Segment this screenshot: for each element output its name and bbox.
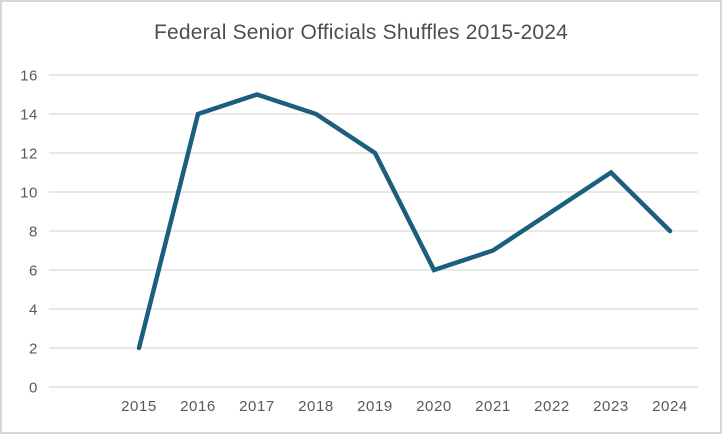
x-tick-label: 2020 — [416, 398, 452, 415]
x-tick-label: 2023 — [593, 398, 629, 415]
y-tick-label: 0 — [29, 380, 38, 397]
x-tick-label: 2017 — [239, 398, 275, 415]
y-tick-label: 14 — [20, 107, 38, 124]
y-tick-label: 10 — [20, 185, 38, 202]
x-tick-label: 2022 — [534, 398, 570, 415]
y-tick-label: 6 — [29, 263, 38, 280]
data-line — [136, 92, 673, 351]
x-tick-label: 2019 — [357, 398, 393, 415]
x-tick-label: 2015 — [121, 398, 157, 415]
y-tick-label: 8 — [29, 224, 38, 241]
y-tick-label: 12 — [20, 146, 38, 163]
y-tick-label: 16 — [20, 68, 38, 85]
chart-title: Federal Senior Officials Shuffles 2015-2… — [153, 21, 569, 44]
x-tick-label: 2021 — [475, 398, 511, 415]
y-tick-label: 2 — [29, 341, 38, 358]
y-tick-label: 4 — [29, 302, 38, 319]
x-tick-label: 2018 — [298, 398, 334, 415]
x-tick-label: 2024 — [652, 398, 688, 415]
x-tick-label: 2016 — [180, 398, 216, 415]
